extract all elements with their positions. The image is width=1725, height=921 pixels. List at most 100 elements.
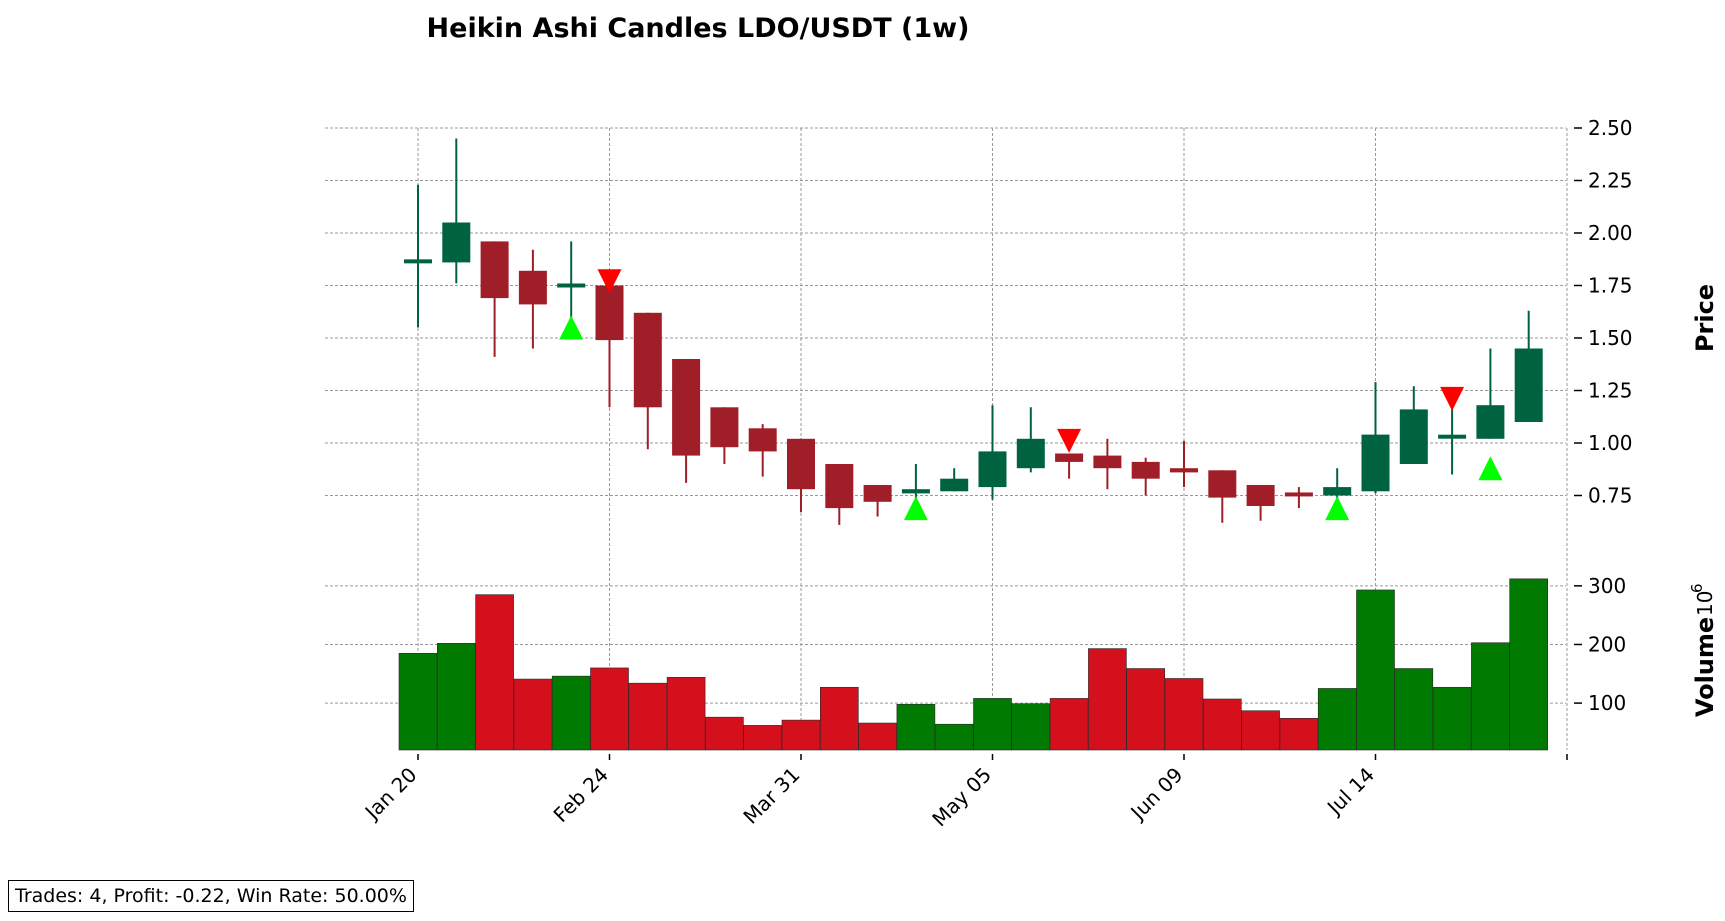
price-tick-label: 2.50 <box>1588 116 1633 140</box>
candle-body <box>557 283 586 288</box>
x-tick-label: May 05 <box>927 763 996 832</box>
volume-exponent: 10 6 <box>1688 583 1717 616</box>
volume-bar <box>1011 703 1051 751</box>
candle-body <box>825 464 854 509</box>
candle-body <box>518 270 547 305</box>
sell-marker <box>1057 428 1082 453</box>
volume-bar <box>1088 648 1127 751</box>
x-tick-label: Jan 20 <box>359 763 422 826</box>
volume-bar <box>781 719 821 751</box>
volume-bars <box>398 578 1548 751</box>
volume-tick-label: 100 <box>1588 691 1626 715</box>
price-tick-label: 2.00 <box>1588 221 1633 245</box>
candle-body <box>1016 438 1045 469</box>
x-tick-label: Feb 24 <box>549 763 614 828</box>
volume-bar <box>1049 698 1089 751</box>
volume-bar <box>1432 686 1472 751</box>
candle-body <box>404 259 432 264</box>
candle-body <box>442 222 471 263</box>
candle-body <box>940 478 969 492</box>
candle-body <box>1514 348 1543 422</box>
volume-bar <box>1356 589 1395 751</box>
price-tick-label: 1.75 <box>1588 274 1633 298</box>
volume-bar <box>1471 642 1510 751</box>
candle-body <box>787 438 815 490</box>
trade-stats-text: Trades: 4, Profit: -0.22, Win Rate: 50.0… <box>15 885 407 907</box>
volume-exponent-base: 10 <box>1693 591 1717 616</box>
volume-bar <box>743 725 783 751</box>
trade-markers <box>559 269 1503 521</box>
volume-bar <box>666 677 706 751</box>
candle-body <box>901 489 930 494</box>
candles <box>404 138 1543 525</box>
price-tick-label: 1.25 <box>1588 379 1633 403</box>
buy-marker <box>903 496 928 521</box>
candle-body <box>1323 487 1352 496</box>
volume-bar <box>1164 678 1204 751</box>
sell-marker <box>597 269 622 294</box>
volume-bar <box>705 716 744 751</box>
candle-body <box>480 241 509 299</box>
buy-marker <box>1325 496 1350 521</box>
chart-title: Heikin Ashi Candles LDO/USDT (1w) <box>427 13 970 44</box>
price-tick-label: 2.25 <box>1588 169 1633 193</box>
volume-exponent-power: 6 <box>1688 583 1706 593</box>
candle-body <box>1131 461 1160 479</box>
candle-body <box>1208 470 1237 498</box>
volume-bar <box>513 678 553 751</box>
buy-marker <box>559 315 584 340</box>
price-tick-label: 1.50 <box>1588 326 1633 350</box>
volume-bar <box>551 675 591 751</box>
candle-body <box>748 428 777 452</box>
volume-bar <box>1279 718 1319 751</box>
candle-body <box>1055 453 1084 462</box>
candle-body <box>1361 434 1390 492</box>
price-panel-grid <box>325 127 1566 496</box>
volume-bar <box>436 643 476 751</box>
volume-bar <box>628 682 668 751</box>
sell-marker <box>1440 386 1465 411</box>
volume-bar <box>858 722 897 751</box>
candle-body <box>863 485 892 502</box>
trade-stats-box: Trades: 4, Profit: -0.22, Win Rate: 50.0… <box>8 880 414 912</box>
volume-tick-label: 200 <box>1588 632 1626 656</box>
candle-body <box>672 359 701 456</box>
volume-bar <box>934 723 974 751</box>
price-tick-label: 1.00 <box>1588 431 1633 455</box>
candle-body <box>710 407 739 448</box>
price-axis-label: Price <box>1691 284 1719 352</box>
candle-body <box>633 312 662 408</box>
price-tick-label: 0.75 <box>1588 484 1633 508</box>
volume-bar <box>973 698 1012 751</box>
volume-bar <box>590 667 629 751</box>
x-tick-label: Jul 14 <box>1321 763 1379 821</box>
volume-bar <box>1317 688 1357 751</box>
x-tick-label: Jun 09 <box>1125 763 1188 826</box>
candle-body <box>1476 405 1505 439</box>
volume-bar <box>896 703 936 751</box>
volume-bar <box>1241 710 1280 751</box>
buy-marker <box>1478 456 1503 481</box>
volume-tick-label: 300 <box>1588 574 1626 598</box>
volume-axis-label: Volume <box>1691 617 1719 717</box>
volume-bar <box>819 686 859 751</box>
candle-body <box>1399 409 1428 464</box>
candle-body <box>1170 468 1198 473</box>
volume-bar <box>475 594 514 751</box>
candle-body <box>1246 485 1275 506</box>
volume-bar <box>398 652 438 751</box>
candle-body <box>595 285 624 341</box>
candle-body <box>1438 434 1467 439</box>
volume-bar <box>1126 668 1165 751</box>
x-tick-label: Mar 31 <box>738 763 804 829</box>
price-axis: 0.75 1.00 1.25 1.50 1.75 2.00 2.25 2.50 <box>1574 116 1633 508</box>
candle-body <box>1284 492 1313 497</box>
candle-body <box>1093 455 1122 469</box>
volume-bar <box>1509 578 1548 751</box>
x-axis: Jan 20 Feb 24 Mar 31 May 05 Jun 09 Jul 14 <box>359 754 1568 832</box>
candle-body <box>978 451 1007 488</box>
volume-bar <box>1394 668 1434 751</box>
volume-bar <box>1203 698 1242 751</box>
volume-axis: 100 200 300 <box>1574 574 1626 715</box>
